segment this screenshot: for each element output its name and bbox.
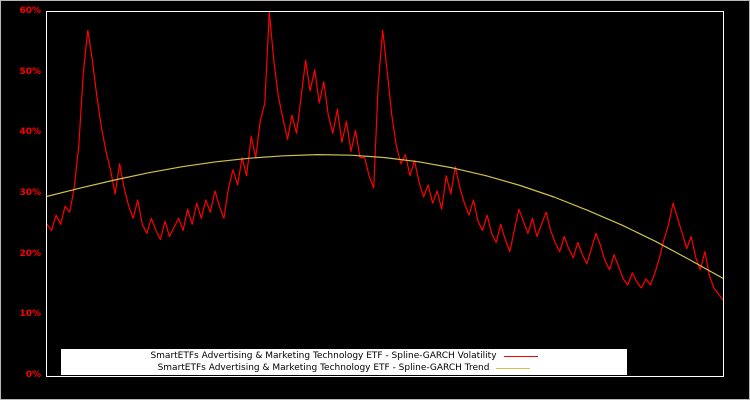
plot-area: SmartETFs Advertising & Marketing Techno… [46, 11, 724, 377]
y-axis-label: 0% [25, 370, 41, 380]
legend: SmartETFs Advertising & Marketing Techno… [61, 349, 627, 375]
chart-canvas [47, 12, 723, 301]
legend-label: SmartETFs Advertising & Marketing Techno… [150, 351, 497, 361]
y-axis-label: 50% [19, 66, 41, 77]
y-axis-label: 60% [19, 6, 41, 16]
legend-item: SmartETFs Advertising & Marketing Techno… [65, 350, 623, 362]
legend-item: SmartETFs Advertising & Marketing Techno… [65, 362, 623, 374]
volatility-line [47, 12, 723, 301]
legend-line-sample [496, 367, 531, 369]
y-axis-label: 10% [19, 309, 41, 320]
legend-line-sample [503, 355, 538, 357]
trend-line [47, 154, 723, 279]
y-axis-label: 40% [19, 127, 41, 138]
legend-label: SmartETFs Advertising & Marketing Techno… [157, 363, 490, 373]
y-axis-label: 20% [19, 248, 41, 259]
y-axis: 60% 50% 40% 30% 20% 10% 0% [1, 1, 43, 399]
y-axis-label: 30% [19, 188, 41, 198]
